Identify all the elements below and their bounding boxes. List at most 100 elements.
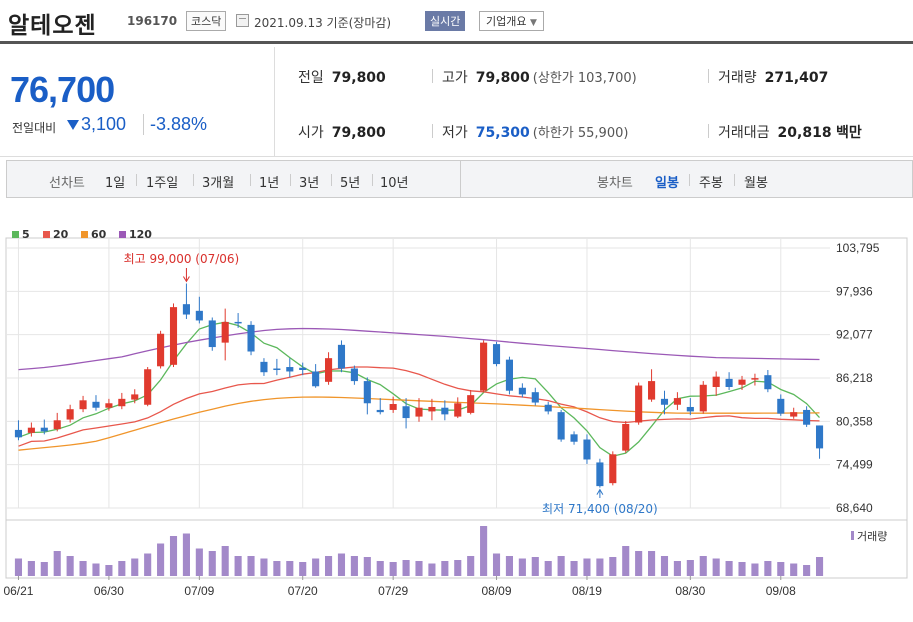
candle-body (686, 406, 694, 412)
prev-close: 전일 79,800 (298, 70, 386, 86)
volume-bar (376, 561, 384, 576)
x-tick-label: 09/08 (766, 584, 796, 598)
low-price: 저가 75,300 (하한가 55,900) (442, 125, 629, 141)
volume-bar (157, 543, 165, 576)
candle-body (350, 368, 358, 382)
tab-period-1y[interactable]: 1년 (259, 176, 280, 191)
candle-body (337, 344, 346, 369)
volume-bar (299, 562, 307, 576)
volume-bar (609, 557, 617, 576)
volume-bar (635, 551, 643, 576)
candle-body (221, 321, 229, 343)
candle-body (699, 384, 707, 412)
current-price: 76,700 (10, 69, 115, 110)
candle-body (312, 371, 320, 387)
candle-body (518, 387, 526, 395)
candle-body (363, 381, 371, 404)
tab-period-1d[interactable]: 1일 (105, 176, 126, 191)
x-tick-label: 08/09 (482, 584, 512, 598)
legend-swatch (119, 231, 126, 238)
volume-bar (79, 561, 87, 576)
candle-body (131, 394, 139, 400)
tab-period-3y[interactable]: 3년 (299, 176, 320, 191)
candle-body (40, 427, 48, 432)
y-tick-label: 86,218 (836, 371, 873, 385)
x-tick-label: 08/30 (675, 584, 705, 598)
x-tick-label: 06/21 (3, 584, 33, 598)
change-label: 전일대비 (12, 121, 57, 135)
volume-bar (570, 561, 578, 576)
volume-bar (803, 565, 811, 576)
tab-candle-chart[interactable]: 봉차트 (597, 176, 633, 191)
volume-bar (415, 561, 423, 576)
volume-bar (260, 558, 268, 576)
candle-body (454, 403, 462, 417)
high-annotation: 최고 99,000 (07/06) (124, 252, 240, 266)
legend-label: 120 (129, 228, 152, 241)
candle-body (105, 403, 113, 408)
stock-code: 196170 (127, 14, 178, 28)
legend-label: 20 (53, 228, 69, 241)
price-change: 3,100 (81, 114, 127, 134)
volume-bar (66, 556, 74, 576)
volume-bar (312, 558, 320, 576)
candle-body (144, 369, 152, 405)
candle-body (169, 307, 178, 365)
tab-period-1w[interactable]: 1주일 (146, 176, 179, 191)
volume-bar (337, 553, 346, 576)
volume-bar (712, 558, 720, 576)
candle-body (376, 409, 384, 413)
tab-candle-weekly[interactable]: 주봉 (699, 176, 723, 191)
tab-period-3m[interactable]: 3개월 (202, 176, 235, 191)
market-badge: 코스닥 (186, 11, 227, 31)
volume-bar (673, 561, 681, 576)
volume-bar (53, 551, 61, 576)
candle-body (738, 379, 746, 385)
volume-bar (660, 556, 669, 576)
volume-bar (131, 558, 139, 576)
company-info-dropdown[interactable]: 기업개요 ▼ (479, 11, 544, 31)
legend-swatch (12, 231, 19, 238)
candle-body (27, 427, 35, 433)
volume-bar (14, 558, 23, 576)
volume-bar (454, 560, 462, 576)
x-tick-label: 07/09 (184, 584, 214, 598)
candle-body (182, 304, 190, 315)
volume-label: 거래량 (857, 530, 887, 543)
high-arrow-head (183, 276, 190, 283)
candle-body (492, 344, 501, 365)
price-summary: 76,700 전일대비 3,100 -3.88% 전일 79,800 고가 79,8… (0, 47, 913, 157)
candle-body (428, 406, 436, 412)
volume-bar (518, 558, 526, 576)
volume-bar (492, 553, 501, 576)
volume-bar (790, 563, 798, 576)
volume-bar (777, 562, 785, 576)
y-tick-label: 103,795 (836, 241, 880, 255)
volume-bar (118, 561, 126, 576)
ma20-line (18, 366, 820, 447)
tab-candle-daily[interactable]: 일봉 (655, 176, 679, 191)
candle-body (777, 398, 785, 414)
candle-body (247, 324, 255, 352)
volume-bar (815, 557, 824, 576)
legend-label: 5 (22, 228, 30, 241)
tab-period-5y[interactable]: 5년 (340, 176, 361, 191)
tab-period-10y[interactable]: 10년 (380, 176, 409, 191)
as-of-date: 2021.09.13 기준(장마감) (254, 16, 392, 30)
y-tick-label: 68,640 (836, 501, 873, 515)
candle-body (325, 358, 333, 382)
volume-bar (751, 563, 759, 576)
y-tick-label: 92,077 (836, 328, 873, 342)
tab-line-chart[interactable]: 선차트 (49, 176, 85, 191)
volume-bar (428, 563, 436, 576)
candle-body (467, 395, 475, 413)
candle-body (441, 407, 449, 415)
volume-bar (247, 556, 255, 576)
chevron-down-icon: ▼ (529, 18, 537, 28)
candle-body (557, 412, 565, 440)
candle-body (234, 321, 242, 324)
candle-body (544, 404, 552, 412)
realtime-button[interactable]: 실시간 (425, 11, 466, 31)
volume-bar (583, 558, 591, 576)
tab-candle-monthly[interactable]: 월봉 (744, 176, 768, 191)
